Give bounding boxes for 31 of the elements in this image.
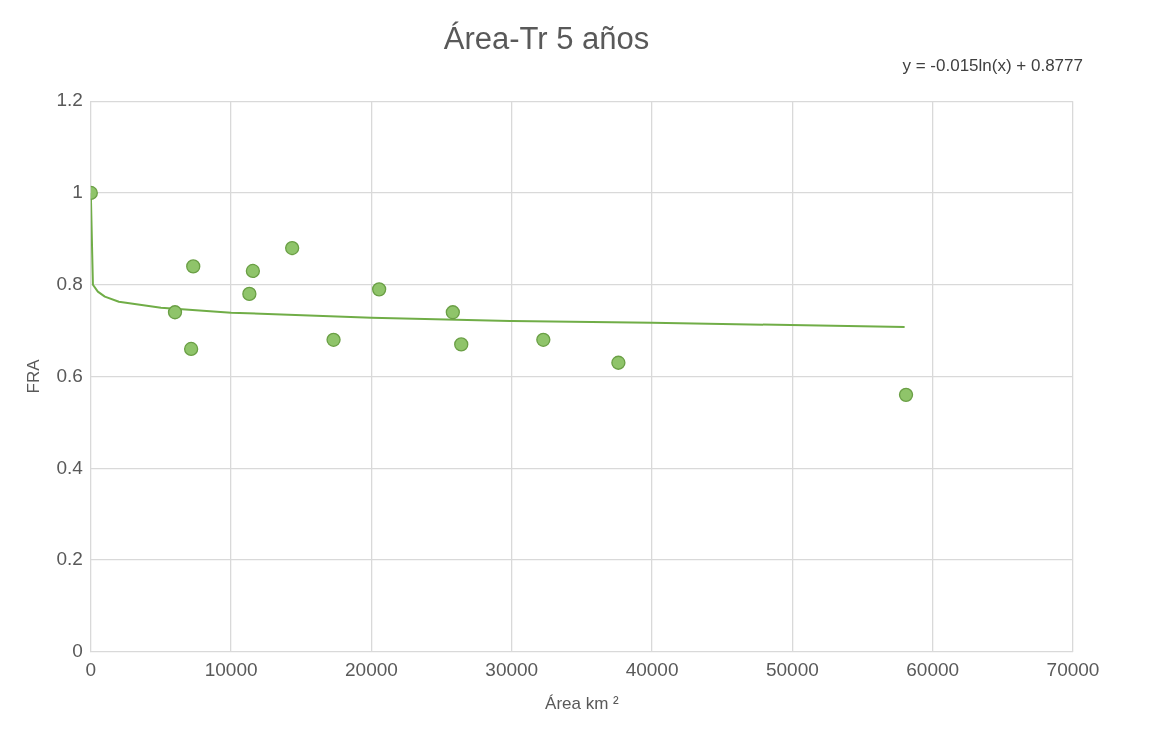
y-tick-label: 0.4 [56, 456, 84, 478]
x-tick-label: 40000 [625, 659, 679, 681]
x-axis-title: Área km ² [545, 694, 620, 714]
point [611, 355, 626, 370]
y-tick-label: 0.6 [56, 364, 83, 386]
point [242, 286, 257, 302]
point [326, 332, 341, 347]
text: y = -0.015ln(x) + 0.8777 [902, 55, 1083, 75]
x-tick-label: 30000 [485, 659, 539, 681]
chart-title: Área-Tr 5 años [443, 21, 650, 57]
y-tick-label: 0 [72, 640, 83, 662]
point [454, 337, 469, 352]
y-tick-label: 1.2 [56, 89, 83, 111]
point [898, 387, 914, 402]
point [536, 332, 551, 347]
point [183, 341, 199, 357]
x-tick-label: 60000 [906, 659, 960, 681]
y-tick-label: 1 [72, 181, 83, 203]
x-tick-label: 20000 [345, 659, 398, 681]
y-tick-label: 0.2 [56, 548, 83, 570]
y-tick-label: 0.8 [56, 272, 83, 294]
x-tick-label: 70000 [1046, 659, 1100, 681]
x-tick-label: 50000 [765, 659, 819, 681]
point [372, 282, 387, 297]
x-tick-label: 10000 [204, 659, 258, 681]
point [445, 305, 460, 320]
y-axis-title: FRA [23, 358, 43, 394]
point [186, 259, 201, 274]
point [167, 305, 183, 320]
point [285, 240, 300, 256]
point [245, 263, 261, 279]
